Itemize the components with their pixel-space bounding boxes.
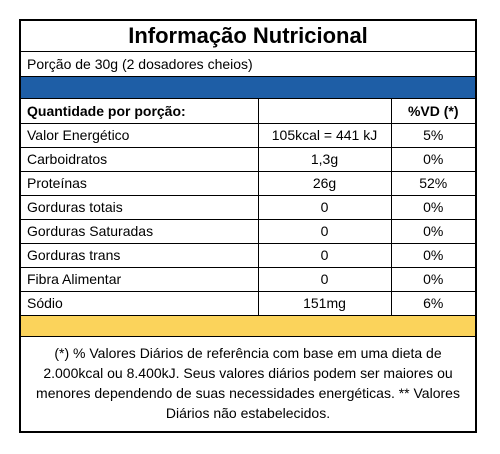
yellow-divider-band bbox=[21, 315, 475, 337]
nutrient-amount: 105kcal = 441 kJ bbox=[257, 123, 391, 148]
footnote-text: (*) % Valores Diários de referência com … bbox=[36, 344, 460, 421]
nutrient-amount: 0 bbox=[257, 267, 391, 292]
nutrition-facts-panel: Informação Nutricional Porção de 30g (2 … bbox=[19, 19, 477, 433]
nutrient-amount: 0 bbox=[257, 195, 391, 220]
header-amount bbox=[257, 99, 391, 124]
table-row: Fibra Alimentar 0 0% bbox=[21, 267, 475, 292]
blue-divider-band bbox=[21, 77, 475, 99]
nutrient-name: Gorduras Saturadas bbox=[21, 219, 258, 244]
nutrient-amount: 1,3g bbox=[257, 147, 391, 172]
table-header-row: Quantidade por porção: %VD (*) bbox=[21, 99, 475, 124]
table-row: Gorduras trans 0 0% bbox=[21, 243, 475, 268]
nutrient-daily-value: 5% bbox=[390, 123, 475, 148]
nutrient-name: Carboidratos bbox=[21, 147, 258, 172]
nutrient-amount: 0 bbox=[257, 219, 391, 244]
nutrient-name: Fibra Alimentar bbox=[21, 267, 258, 292]
nutrient-daily-value: 0% bbox=[390, 267, 475, 292]
nutrient-name: Gorduras trans bbox=[21, 243, 258, 268]
table-row: Proteínas 26g 52% bbox=[21, 171, 475, 196]
table-row: Carboidratos 1,3g 0% bbox=[21, 147, 475, 172]
panel-title: Informação Nutricional bbox=[21, 21, 475, 52]
nutrient-daily-value: 52% bbox=[390, 171, 475, 196]
table-row: Gorduras totais 0 0% bbox=[21, 195, 475, 220]
header-quantity: Quantidade por porção: bbox=[21, 99, 258, 124]
portion-size: Porção de 30g (2 dosadores cheios) bbox=[21, 52, 475, 77]
nutrient-daily-value: 0% bbox=[390, 219, 475, 244]
nutrient-name: Sódio bbox=[21, 291, 258, 316]
nutrient-name: Gorduras totais bbox=[21, 195, 258, 220]
nutrient-name: Proteínas bbox=[21, 171, 258, 196]
nutrient-daily-value: 0% bbox=[390, 147, 475, 172]
nutrient-amount: 0 bbox=[257, 243, 391, 268]
nutrition-table: Quantidade por porção: %VD (*) Valor Ene… bbox=[21, 99, 475, 316]
nutrient-daily-value: 0% bbox=[390, 243, 475, 268]
table-row: Sódio 151mg 6% bbox=[21, 291, 475, 316]
nutrient-name: Valor Energético bbox=[21, 123, 258, 148]
nutrient-amount: 26g bbox=[257, 171, 391, 196]
nutrient-amount: 151mg bbox=[257, 291, 391, 316]
table-row: Gorduras Saturadas 0 0% bbox=[21, 219, 475, 244]
nutrient-daily-value: 6% bbox=[390, 291, 475, 316]
nutrient-daily-value: 0% bbox=[390, 195, 475, 220]
header-daily-value: %VD (*) bbox=[390, 99, 475, 124]
table-row: Valor Energético 105kcal = 441 kJ 5% bbox=[21, 123, 475, 148]
